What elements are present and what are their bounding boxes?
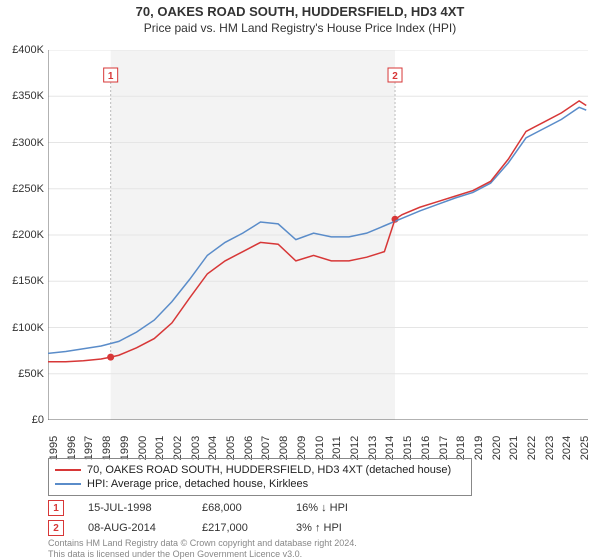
x-axis-tick-label: 2004: [207, 436, 219, 460]
x-axis-tick-label: 2020: [491, 436, 503, 460]
x-axis-tick-label: 2022: [526, 436, 538, 460]
chart-subtitle: Price paid vs. HM Land Registry's House …: [0, 21, 600, 35]
chart-container: 70, OAKES ROAD SOUTH, HUDDERSFIELD, HD3 …: [0, 0, 600, 560]
legend-row: HPI: Average price, detached house, Kirk…: [55, 477, 465, 491]
x-axis-tick-label: 1998: [101, 436, 113, 460]
x-axis-tick-label: 2006: [243, 436, 255, 460]
event-pct: 3% ↑ HPI: [296, 522, 386, 534]
y-axis-labels: £0£50K£100K£150K£200K£250K£300K£350K£400…: [0, 50, 46, 420]
y-axis-tick-label: £250K: [12, 183, 44, 195]
y-axis-tick-label: £150K: [12, 275, 44, 287]
legend-box: 70, OAKES ROAD SOUTH, HUDDERSFIELD, HD3 …: [48, 458, 472, 496]
legend-label: 70, OAKES ROAD SOUTH, HUDDERSFIELD, HD3 …: [87, 464, 451, 476]
credits-line1: Contains HM Land Registry data © Crown c…: [48, 538, 357, 549]
event-marker: 1: [48, 500, 64, 516]
events-table: 1 15-JUL-1998 £68,000 16% ↓ HPI 2 08-AUG-2014…: [48, 498, 386, 538]
x-axis-tick-label: 2016: [420, 436, 432, 460]
credits: Contains HM Land Registry data © Crown c…: [48, 538, 357, 560]
event-price: £217,000: [202, 522, 272, 534]
x-axis-tick-label: 2002: [172, 436, 184, 460]
x-axis-tick-label: 2012: [349, 436, 361, 460]
x-axis-tick-label: 2010: [314, 436, 326, 460]
x-axis-tick-label: 2013: [367, 436, 379, 460]
event-date: 08-AUG-2014: [88, 522, 178, 534]
x-axis-tick-label: 2023: [544, 436, 556, 460]
legend-swatch: [55, 483, 81, 485]
legend-row: 70, OAKES ROAD SOUTH, HUDDERSFIELD, HD3 …: [55, 463, 465, 477]
event-row: 1 15-JUL-1998 £68,000 16% ↓ HPI: [48, 498, 386, 518]
chart-title: 70, OAKES ROAD SOUTH, HUDDERSFIELD, HD3 …: [0, 4, 600, 19]
svg-text:2: 2: [392, 71, 398, 82]
x-axis-tick-label: 2015: [402, 436, 414, 460]
x-axis-tick-label: 2000: [137, 436, 149, 460]
y-axis-tick-label: £0: [32, 414, 44, 426]
event-date: 15-JUL-1998: [88, 502, 178, 514]
x-axis-tick-label: 2009: [296, 436, 308, 460]
x-axis-tick-label: 2014: [384, 436, 396, 460]
x-axis-tick-label: 2019: [473, 436, 485, 460]
x-axis-tick-label: 2024: [561, 436, 573, 460]
chart-area: 12: [48, 50, 588, 420]
svg-text:1: 1: [108, 71, 114, 82]
legend-swatch: [55, 469, 81, 471]
x-axis-tick-label: 1999: [119, 436, 131, 460]
event-price: £68,000: [202, 502, 272, 514]
event-marker: 2: [48, 520, 64, 536]
x-axis-tick-label: 2011: [331, 436, 343, 460]
x-axis-tick-label: 2001: [154, 436, 166, 460]
y-axis-tick-label: £300K: [12, 137, 44, 149]
title-block: 70, OAKES ROAD SOUTH, HUDDERSFIELD, HD3 …: [0, 0, 600, 35]
y-axis-tick-label: £400K: [12, 44, 44, 56]
legend-label: HPI: Average price, detached house, Kirk…: [87, 478, 308, 490]
x-axis-tick-label: 1997: [83, 436, 95, 460]
y-axis-tick-label: £200K: [12, 229, 44, 241]
x-axis-tick-label: 1995: [48, 436, 60, 460]
x-axis-tick-label: 2017: [438, 436, 450, 460]
x-axis-tick-label: 1996: [66, 436, 78, 460]
x-axis-labels: 1995199619971998199920002001200220032004…: [48, 422, 588, 452]
x-axis-tick-label: 2021: [508, 436, 520, 460]
chart-plot: 12: [48, 50, 588, 420]
x-axis-tick-label: 2008: [278, 436, 290, 460]
credits-line2: This data is licensed under the Open Gov…: [48, 549, 357, 560]
x-axis-tick-label: 2018: [455, 436, 467, 460]
y-axis-tick-label: £100K: [12, 322, 44, 334]
x-axis-tick-label: 2025: [579, 436, 591, 460]
event-row: 2 08-AUG-2014 £217,000 3% ↑ HPI: [48, 518, 386, 538]
event-pct: 16% ↓ HPI: [296, 502, 386, 514]
x-axis-tick-label: 2005: [225, 436, 237, 460]
x-axis-tick-label: 2007: [260, 436, 272, 460]
y-axis-tick-label: £50K: [18, 368, 44, 380]
x-axis-tick-label: 2003: [190, 436, 202, 460]
y-axis-tick-label: £350K: [12, 90, 44, 102]
